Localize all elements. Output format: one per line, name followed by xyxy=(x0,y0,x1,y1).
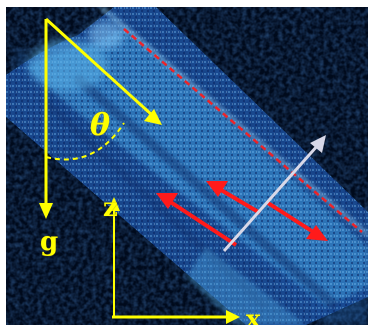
tube-body xyxy=(6,7,368,325)
tilt-direction-arrow-icon xyxy=(44,17,162,125)
microscopy-figure: θ g z x xyxy=(6,7,368,325)
flow-arrow-up-left-icon xyxy=(156,193,238,247)
gravity-arrow-icon xyxy=(39,19,53,219)
tube-image xyxy=(6,7,368,325)
flow-arrow-center-icon xyxy=(206,181,262,215)
tilt-angle-arc-icon xyxy=(45,122,125,161)
upper-wall-line-icon xyxy=(123,28,363,233)
z-axis-label: z xyxy=(103,193,118,223)
x-axis-arrow-icon xyxy=(112,310,240,324)
gravity-label: g xyxy=(40,227,59,257)
transverse-arrow-icon xyxy=(222,135,326,252)
x-axis-label: x xyxy=(246,304,261,326)
z-axis-arrow-icon xyxy=(108,197,120,317)
flow-arrow-down-right-icon xyxy=(266,201,328,241)
theta-label: θ xyxy=(90,108,111,143)
